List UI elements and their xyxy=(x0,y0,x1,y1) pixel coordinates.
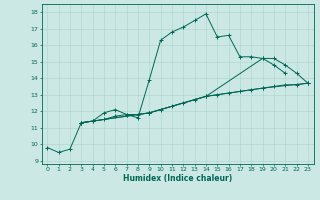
X-axis label: Humidex (Indice chaleur): Humidex (Indice chaleur) xyxy=(123,174,232,183)
